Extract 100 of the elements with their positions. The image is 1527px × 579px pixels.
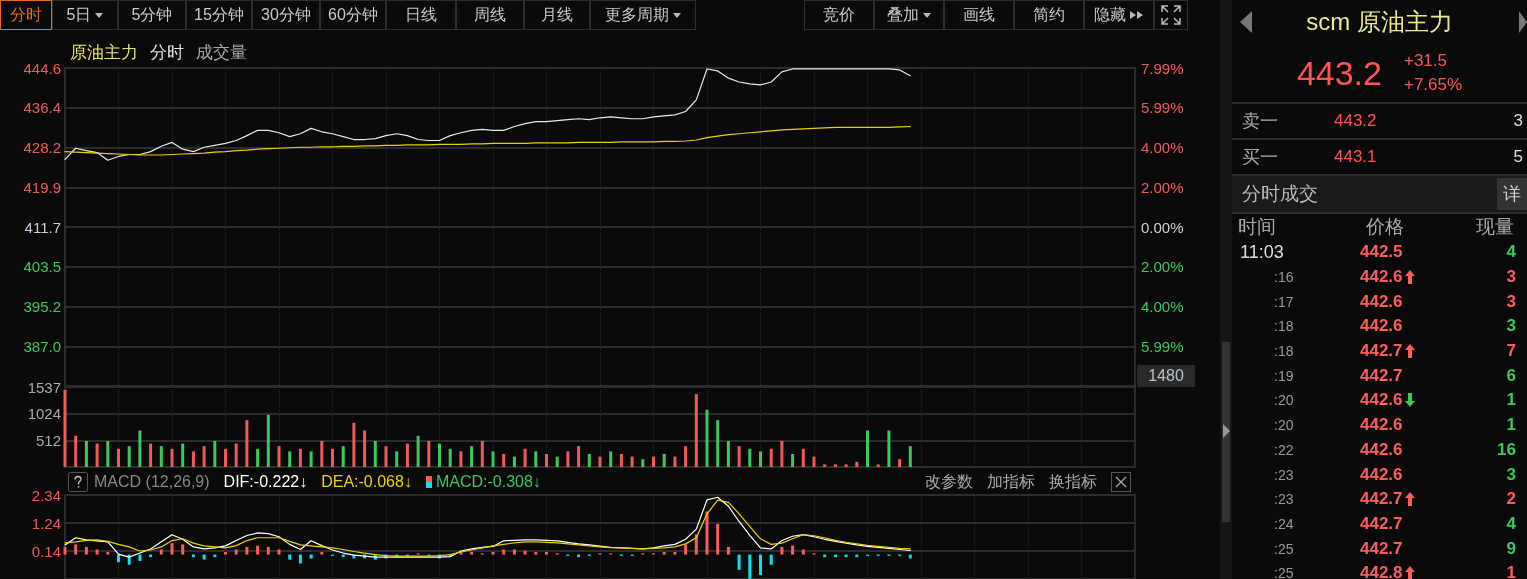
category-label: :18 [1273,343,1295,360]
category-label: :16 [1273,269,1295,286]
text: 分时成交 [1242,182,1319,206]
y-tick-label: 512 [35,431,61,449]
text: 443.1 [1334,147,1378,167]
data-label: 16 [1496,439,1516,460]
category-label: 月线 [541,4,573,25]
text: 竞价 [823,4,855,25]
data-label: 3 [1505,291,1516,312]
category-label: 周线 [474,4,506,25]
category-label: 60分钟 [328,4,378,25]
category-label: :20 [1273,417,1295,434]
y-tick-label: 419.9 [23,178,61,196]
data-label: 442.6 [1360,291,1403,312]
text: DEA:-0.068↓ [321,473,412,491]
text: 详 [1497,178,1527,210]
text: 分时 [150,42,184,64]
chart-title: MACD (12,26,9) [94,473,210,491]
text: +31.5 [1403,50,1448,72]
y2-tick-label: 0.00% [1141,218,1184,236]
y-tick-label: 403.5 [23,258,61,276]
data-label: 442.7 [1360,513,1403,534]
text: 叠加 [887,4,919,25]
y2-tick-label: 4.00% [1141,138,1184,156]
y2-tick-label: 4.00% [1141,298,1184,316]
text: 时间 [1238,215,1277,239]
y2-tick-label: 2.00% [1141,178,1184,196]
category-label: 5日 [66,4,92,25]
text: 换指标 [1049,471,1097,492]
text: scm 原油主力 [1306,7,1453,37]
y-tick-label: 2.34 [31,486,61,504]
data-label: 442.6 [1360,464,1403,485]
text: 隐藏 [1094,4,1126,25]
category-label: 5分钟 [131,4,173,25]
text: 画线 [963,4,995,25]
y-tick-label: 436.4 [23,99,61,117]
data-label: 4 [1505,242,1516,263]
chart-title: 原油主力 [70,42,138,64]
y-tick-label: 0.14 [31,542,61,560]
y2-tick-label: 7.99% [1141,59,1184,77]
text: 5 [1513,147,1523,167]
legend-label: MACD:-0.308↓ [434,473,541,491]
category-label: :25 [1273,565,1295,579]
data-label: 442.6 [1360,415,1403,436]
category-label: :20 [1273,392,1295,409]
data-label: 3 [1505,316,1516,337]
category-label: 更多周期 [605,4,669,25]
data-label: 6 [1505,365,1516,386]
data-label: 442.7 [1360,538,1403,559]
data-label: 3 [1505,464,1516,485]
text: 成交量 [196,42,247,64]
category-label: 30分钟 [261,4,311,25]
category-label: :25 [1273,540,1295,557]
category-label: 分时 [10,4,42,25]
data-label: 442.6 [1360,267,1403,288]
text: +7.65% [1403,74,1463,96]
text: 443.2 [1296,53,1382,93]
data-label: 1 [1505,390,1516,411]
category-label: 15分钟 [194,4,244,25]
y-tick-label: 1537 [27,378,61,396]
text: 3 [1513,111,1523,131]
text: 简约 [1033,4,1065,25]
category-label: :17 [1273,293,1295,310]
category-label: :18 [1273,318,1295,335]
category-label: :23 [1273,466,1295,483]
legend-label: 现量 [1476,215,1514,239]
y-tick-label: 1.24 [31,514,61,532]
text: 价格 [1366,215,1405,239]
category-label: :22 [1273,441,1295,458]
data-label: 442.5 [1360,242,1403,263]
text: DIF:-0.222↓ [223,473,308,491]
data-label: 442.6 [1360,439,1403,460]
y-tick-label: 411.7 [24,218,61,236]
text: 加指标 [987,471,1035,492]
text: 改参数 [925,471,973,492]
y2-tick-label: 5.99% [1141,337,1184,355]
y-tick-label: 1024 [27,405,61,423]
y-tick-label: 444.6 [23,59,61,77]
data-label: 4 [1505,513,1516,534]
y2-tick-label: 2.00% [1141,258,1184,276]
text: 买一 [1242,146,1279,169]
y-tick-label: 387.0 [23,337,61,355]
text: 443.2 [1334,111,1378,131]
data-label: 9 [1505,538,1516,559]
data-label: 7 [1505,341,1516,362]
category-label: :23 [1273,491,1295,508]
data-label: 442.7 [1360,341,1403,362]
category-label: :19 [1273,367,1295,384]
data-label: 1 [1505,415,1516,436]
y-tick-label: 428.2 [23,138,61,156]
category-label: :24 [1273,515,1295,532]
data-label: 442.8 [1360,563,1403,579]
text: 1480 [1137,365,1195,387]
data-label: 442.7 [1360,489,1403,510]
data-label: 442.6 [1360,316,1403,337]
category-label: 11:03 [1239,241,1285,263]
data-label: 2 [1505,489,1516,510]
y2-tick-label: 5.99% [1141,99,1184,117]
data-label: 442.7 [1360,365,1403,386]
text: 卖一 [1242,110,1279,133]
